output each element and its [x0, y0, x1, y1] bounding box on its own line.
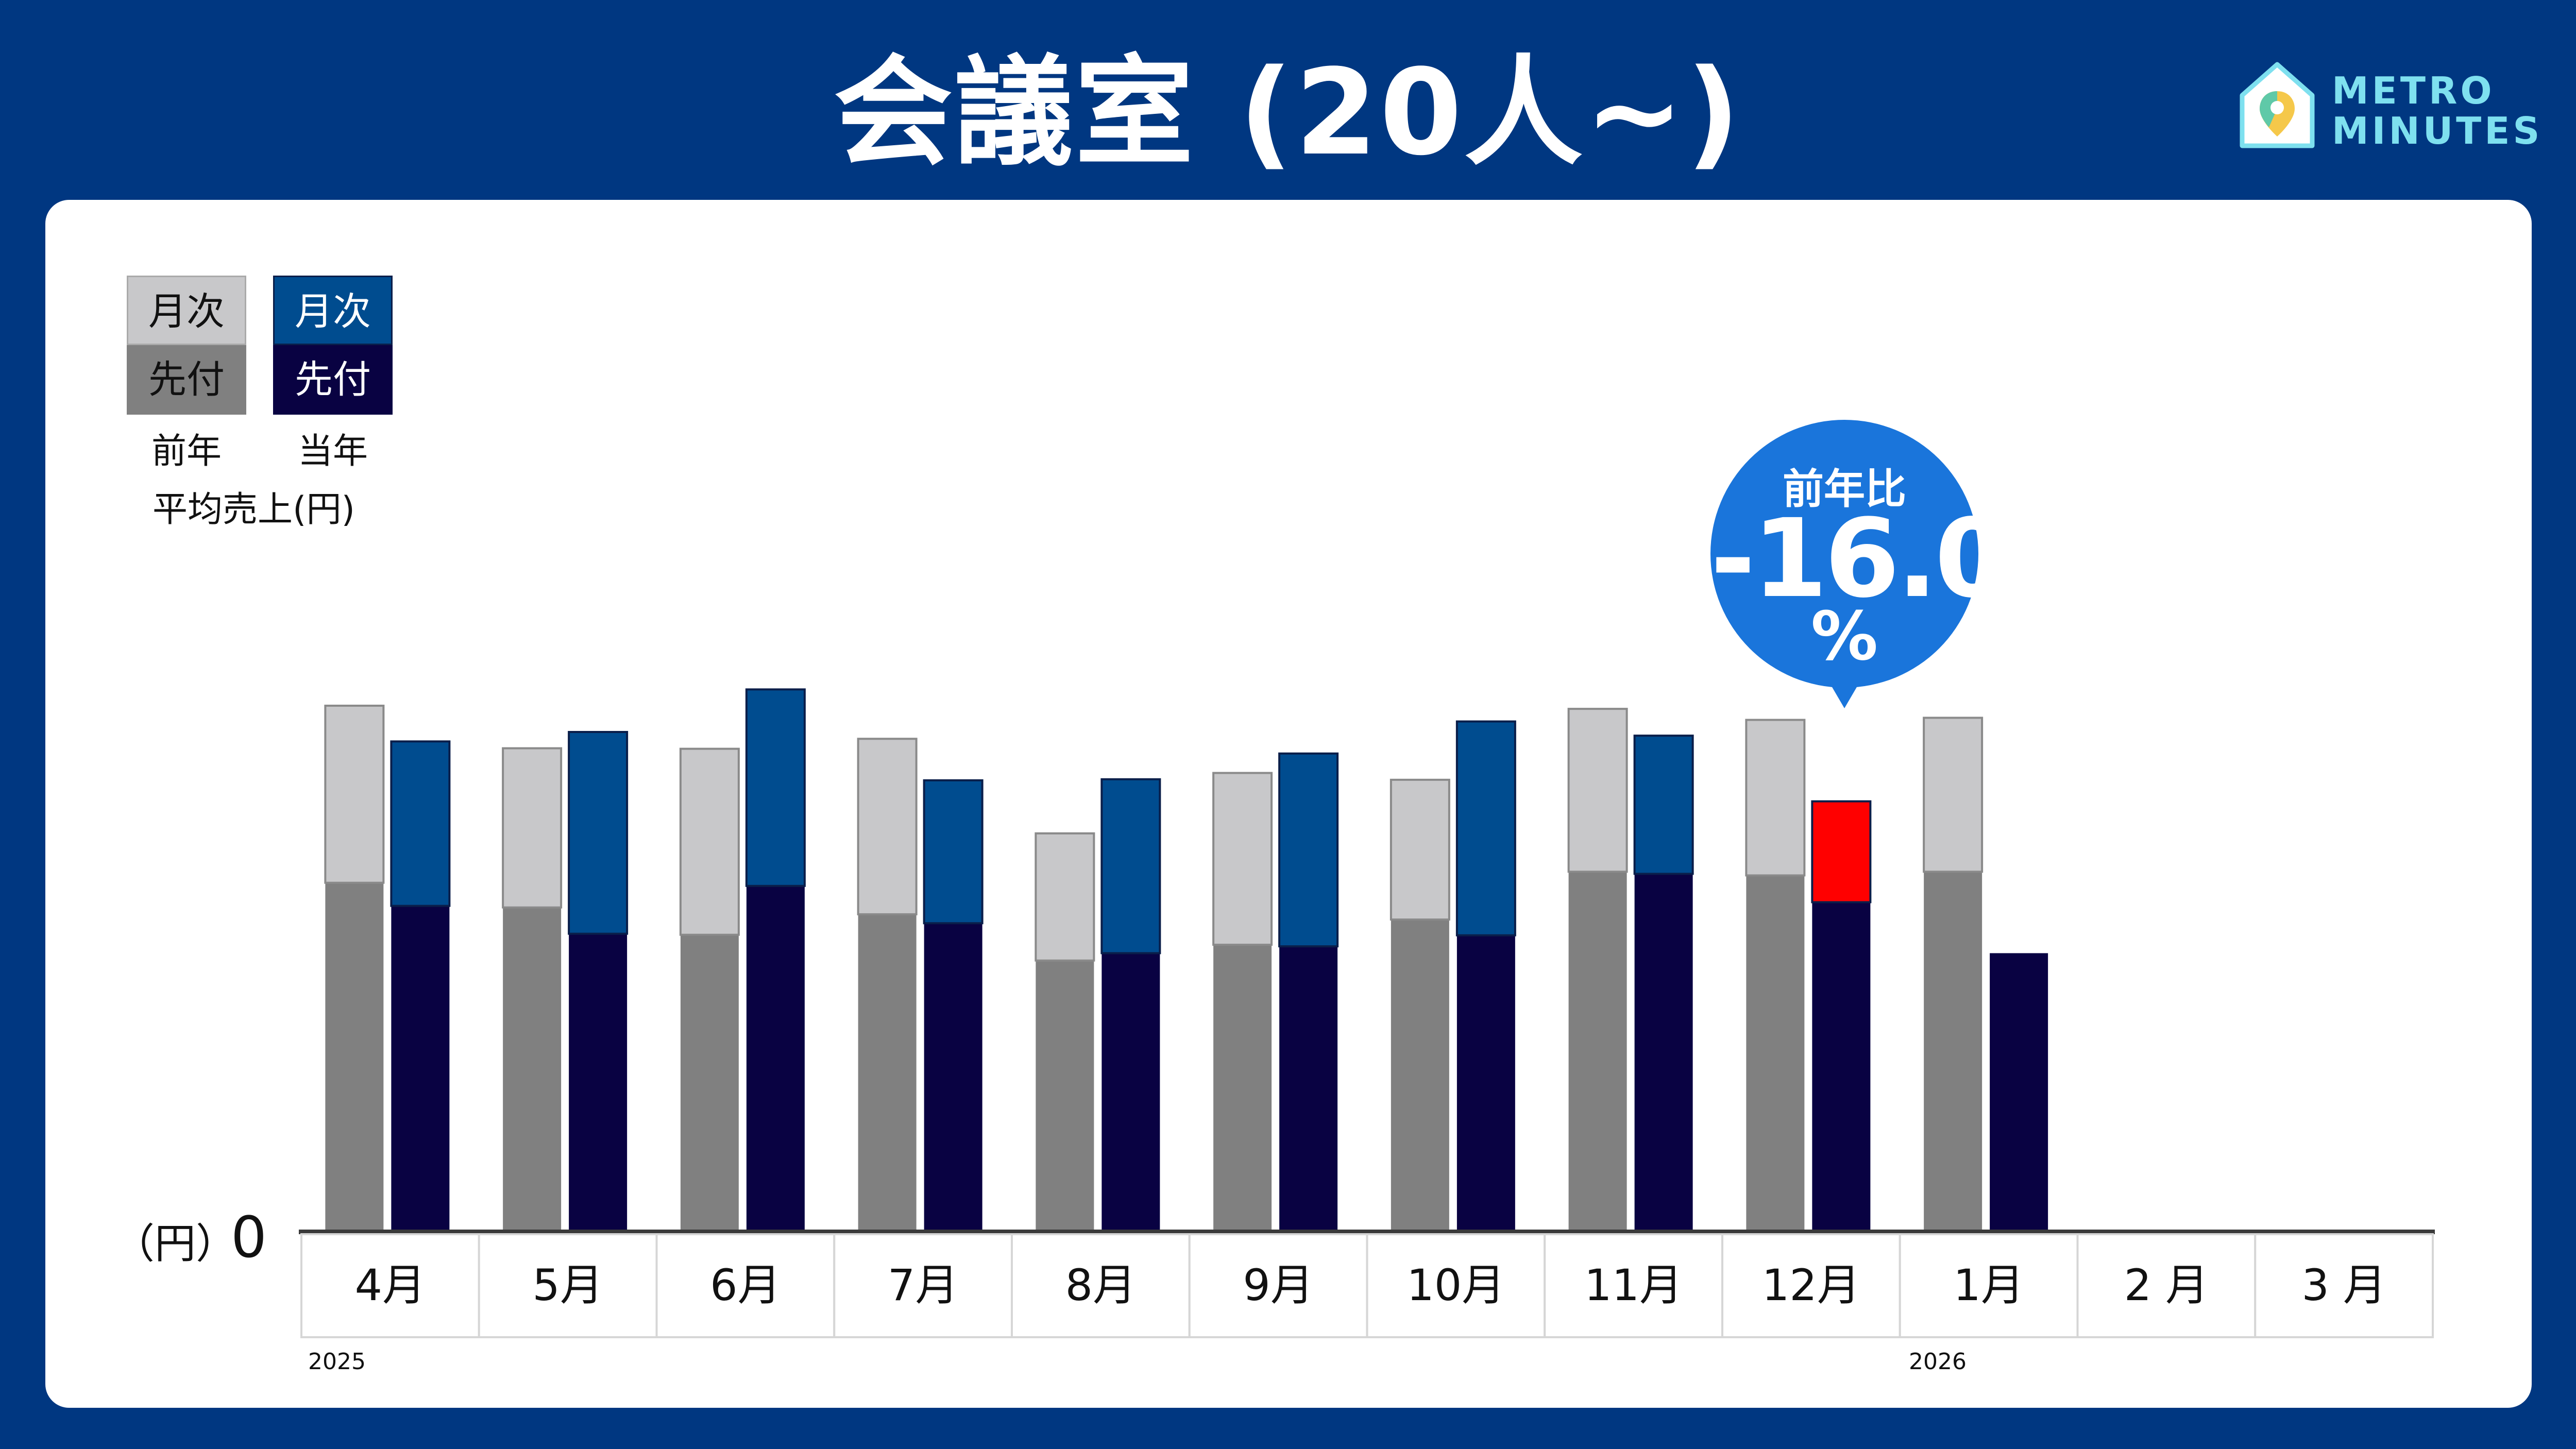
logo-text-line1: METRO: [2332, 69, 2495, 112]
yoy-value: -16.0: [1710, 496, 2010, 622]
bar-curr-advance: [391, 906, 450, 1231]
bar-prev-monthly: [1567, 708, 1628, 873]
bar-prev-monthly: [1923, 717, 1984, 873]
yoy-unit: %: [1810, 597, 1878, 675]
x-category-cell: [1366, 1233, 1546, 1338]
legend-curr-advance: 先付: [273, 345, 393, 415]
x-axis-baseline: [299, 1230, 2435, 1234]
x-tick-label: 10月: [1406, 1260, 1505, 1310]
y-zero-label: 0: [231, 1204, 267, 1270]
x-tick-label: 12月: [1762, 1260, 1860, 1310]
bar-curr-advance: [1101, 953, 1160, 1231]
legend-curr-caption: 当年: [297, 431, 368, 472]
bar-curr-monthly: [1633, 735, 1694, 875]
bar-prev-monthly: [1389, 778, 1450, 921]
bar-curr-advance: [1279, 946, 1338, 1231]
bar-curr-monthly: [745, 688, 806, 887]
y-unit-label: （円）: [113, 1220, 237, 1268]
bar-curr-advance: [1990, 953, 2048, 1231]
bubble-shape: [1710, 420, 1978, 708]
axis-layer: 4月 5月 6月 7月 8月 9月 10月 11月 12月 1月 2 月 3 月: [299, 1230, 2435, 1338]
bar-prev-monthly: [324, 705, 385, 884]
x-category-cell: [2254, 1233, 2434, 1338]
bar-curr-monthly: [923, 779, 984, 925]
x-category-cell: [655, 1233, 836, 1338]
logo: METRO MINUTES: [2236, 59, 2539, 152]
x-tick-label: 5月: [532, 1260, 603, 1310]
page-title: 会議室 (20人~): [834, 44, 1742, 182]
x-tick-label: 8月: [1065, 1260, 1136, 1310]
x-category-cell: [478, 1233, 658, 1338]
bar-prev-advance: [1568, 872, 1627, 1231]
bar-curr-advance: [924, 923, 982, 1231]
x-tick-label: 2 月: [2124, 1260, 2209, 1310]
yoy-bubble: 前年比 -16.0 %: [1710, 420, 2010, 713]
yoy-label: 前年比: [1783, 465, 1906, 513]
bar-prev-monthly: [1035, 832, 1095, 962]
x-tick-label: 6月: [710, 1260, 781, 1310]
x-tick-label: 4月: [355, 1260, 426, 1310]
bar-curr-monthly: [1278, 752, 1339, 948]
bar-curr-monthly: [568, 731, 629, 935]
logo-text-line2: MINUTES: [2332, 109, 2543, 152]
legend-metric-caption: 平均売上(円): [152, 489, 355, 530]
bar-curr-advance: [1812, 902, 1871, 1231]
bar-curr-advance: [569, 933, 628, 1231]
x-tick-label: 9月: [1243, 1260, 1313, 1310]
bar-prev-advance: [1746, 875, 1805, 1231]
bar-curr-advance: [1456, 935, 1515, 1231]
x-tick-label: 3 月: [2302, 1260, 2386, 1310]
bar-prev-advance: [858, 914, 917, 1231]
x-category-cell: [300, 1233, 480, 1338]
bar-curr-advance: [746, 885, 805, 1231]
bar-prev-monthly: [502, 747, 563, 909]
legend-curr-monthly: 月次: [273, 276, 393, 345]
bar-curr-monthly: [1455, 720, 1516, 936]
house-pin-icon: [2240, 62, 2315, 148]
legend-prev-caption: 前年: [151, 431, 222, 472]
bar-prev-monthly: [857, 738, 918, 915]
bar-prev-advance: [1036, 960, 1094, 1231]
bar-prev-advance: [1213, 945, 1272, 1231]
x-category-cell: [1721, 1233, 1901, 1338]
legend-prev-advance: 先付: [127, 345, 246, 415]
legend-prev-monthly: 月次: [127, 276, 246, 345]
bar-curr-monthly-highlight: [1811, 800, 1872, 904]
x-category-cell: [2076, 1233, 2257, 1338]
x-category-cell: [1899, 1233, 2079, 1338]
bar-curr-monthly: [390, 740, 451, 907]
bar-prev-advance: [1924, 872, 1982, 1231]
x-category-cell: [833, 1233, 1013, 1338]
bars-layer: [324, 688, 2048, 1231]
year-start-label: 2025: [308, 1349, 366, 1375]
x-tick-label: 11月: [1584, 1260, 1683, 1310]
year-end-label: 2026: [1909, 1349, 1967, 1375]
bar-curr-advance: [1634, 874, 1693, 1231]
bar-prev-monthly: [1745, 719, 1806, 877]
bar-prev-advance: [503, 907, 562, 1231]
bar-prev-monthly: [679, 747, 740, 936]
x-tick-label: 1月: [1953, 1260, 2024, 1310]
bar-curr-monthly: [1100, 778, 1161, 954]
x-tick-label: 7月: [888, 1260, 958, 1310]
x-category-cell: [1011, 1233, 1191, 1338]
bar-prev-monthly: [1212, 772, 1273, 946]
bar-prev-advance: [1391, 919, 1449, 1231]
x-category-cell: [1544, 1233, 1723, 1338]
bar-prev-advance: [680, 934, 739, 1231]
bar-prev-advance: [325, 882, 384, 1231]
